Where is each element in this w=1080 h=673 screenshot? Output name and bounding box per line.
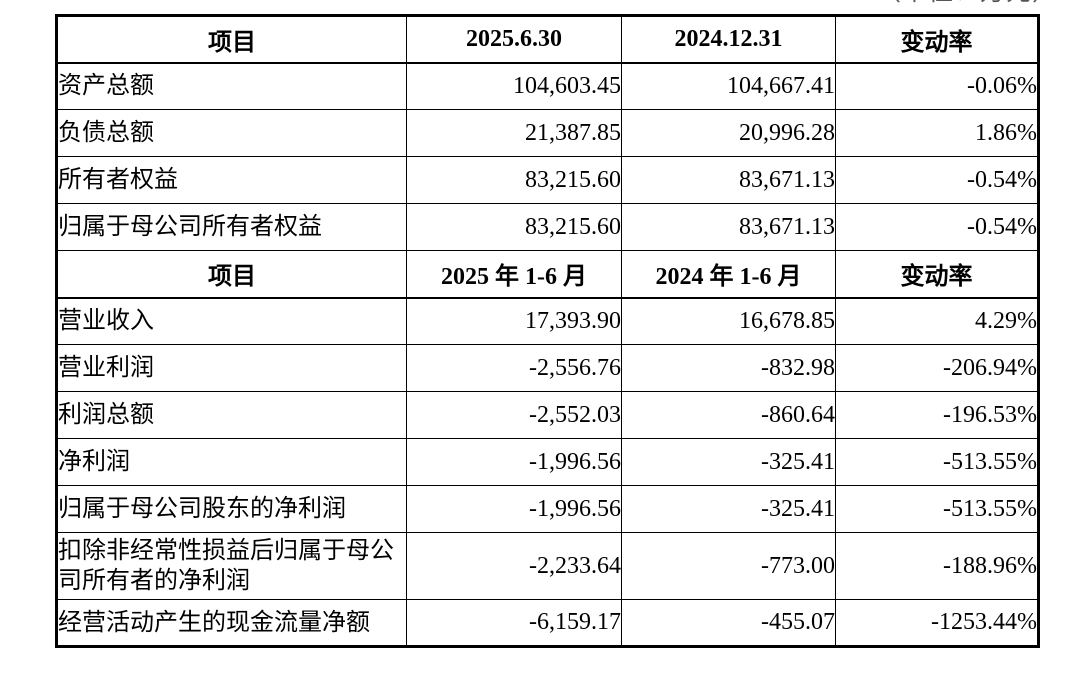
change-rate: -1253.44%: [835, 599, 1039, 647]
table-row-total-profit: 利润总额 -2,552.03 -860.64 -196.53%: [56, 391, 1039, 439]
table-row-operating-profit: 营业利润 -2,556.76 -832.98 -206.94%: [56, 344, 1039, 392]
row-label: 营业收入: [56, 297, 407, 345]
value-current: 83,215.60: [406, 203, 622, 251]
table-row-total-liabilities: 负债总额 21,387.85 20,996.28 1.86%: [56, 109, 1039, 157]
value-current: -6,159.17: [406, 599, 622, 647]
value-prior: -325.41: [621, 485, 836, 533]
change-rate: -188.96%: [835, 532, 1039, 600]
table-row-owners-equity: 所有者权益 83,215.60 83,671.13 -0.54%: [56, 156, 1039, 204]
table-row-net-profit: 净利润 -1,996.56 -325.41 -513.55%: [56, 438, 1039, 486]
value-prior: 83,671.13: [621, 203, 836, 251]
value-prior: -455.07: [621, 599, 836, 647]
change-rate: -206.94%: [835, 344, 1039, 392]
value-prior: -325.41: [621, 438, 836, 486]
value-current: 104,603.45: [406, 62, 622, 110]
table-row-operating-revenue: 营业收入 17,393.90 16,678.85 4.29%: [56, 297, 1039, 345]
value-prior: -860.64: [621, 391, 836, 439]
row-label: 归属于母公司所有者权益: [56, 203, 407, 251]
row-label: 负债总额: [56, 109, 407, 157]
value-current: -2,556.76: [406, 344, 622, 392]
value-prior: 104,667.41: [621, 62, 836, 110]
change-rate: -0.06%: [835, 62, 1039, 110]
income-statement-header-row: 项目 2025 年 1-6 月 2024 年 1-6 月 变动率: [56, 250, 1039, 299]
change-rate: -196.53%: [835, 391, 1039, 439]
value-prior: -832.98: [621, 344, 836, 392]
balance-sheet-header-row: 项目 2025.6.30 2024.12.31 变动率: [56, 15, 1039, 64]
value-current: -2,552.03: [406, 391, 622, 439]
header-item-label: 项目: [56, 15, 407, 64]
unit-note-clipped-text: （单位：万元）: [876, 0, 1058, 5]
change-rate: -513.55%: [835, 485, 1039, 533]
row-label: 净利润: [56, 438, 407, 486]
value-prior: 20,996.28: [621, 109, 836, 157]
header-change-rate: 变动率: [835, 250, 1039, 299]
row-label: 归属于母公司股东的净利润: [56, 485, 407, 533]
row-label: 资产总额: [56, 62, 407, 110]
table-row-net-profit-excl-nonrecurring: 扣除非经常性损益后归属于母公司所有者的净利润 -2,233.64 -773.00…: [56, 532, 1039, 600]
financial-summary-table: 项目 2025.6.30 2024.12.31 变动率 资产总额 104,603…: [55, 14, 1040, 648]
header-date-prior: 2024.12.31: [621, 15, 836, 64]
value-current: -1,996.56: [406, 485, 622, 533]
change-rate: -0.54%: [835, 203, 1039, 251]
row-label: 所有者权益: [56, 156, 407, 204]
value-current: 21,387.85: [406, 109, 622, 157]
table-row-parent-equity: 归属于母公司所有者权益 83,215.60 83,671.13 -0.54%: [56, 203, 1039, 251]
header-item-label: 项目: [56, 250, 407, 299]
value-current: -2,233.64: [406, 532, 622, 600]
change-rate: 1.86%: [835, 109, 1039, 157]
header-period-prior: 2024 年 1-6 月: [621, 250, 836, 299]
change-rate: -0.54%: [835, 156, 1039, 204]
table-row-operating-cash-flow: 经营活动产生的现金流量净额 -6,159.17 -455.07 -1253.44…: [56, 599, 1039, 647]
header-change-rate: 变动率: [835, 15, 1039, 64]
table-row-net-profit-parent: 归属于母公司股东的净利润 -1,996.56 -325.41 -513.55%: [56, 485, 1039, 533]
row-label: 营业利润: [56, 344, 407, 392]
value-prior: 16,678.85: [621, 297, 836, 345]
change-rate: 4.29%: [835, 297, 1039, 345]
value-current: 17,393.90: [406, 297, 622, 345]
change-rate: -513.55%: [835, 438, 1039, 486]
value-current: -1,996.56: [406, 438, 622, 486]
row-label: 扣除非经常性损益后归属于母公司所有者的净利润: [56, 532, 407, 600]
row-label: 利润总额: [56, 391, 407, 439]
row-label: 经营活动产生的现金流量净额: [56, 599, 407, 647]
value-prior: -773.00: [621, 532, 836, 600]
value-prior: 83,671.13: [621, 156, 836, 204]
header-date-current: 2025.6.30: [406, 15, 622, 64]
table-row-total-assets: 资产总额 104,603.45 104,667.41 -0.06%: [56, 62, 1039, 110]
header-period-current: 2025 年 1-6 月: [406, 250, 622, 299]
value-current: 83,215.60: [406, 156, 622, 204]
